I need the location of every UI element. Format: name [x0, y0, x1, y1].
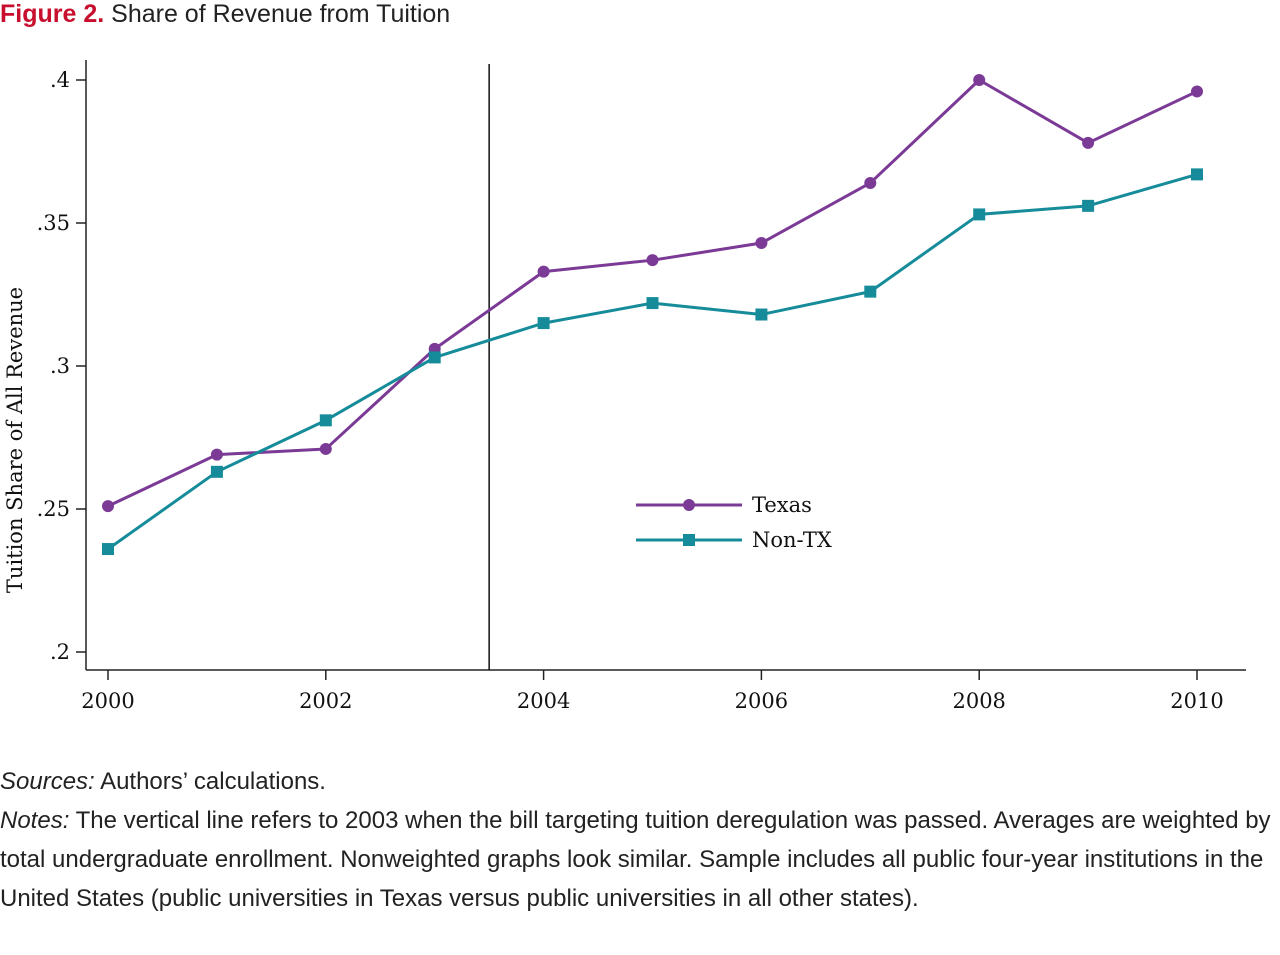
notes-paragraph: Notes: The vertical line refers to 2003 …	[0, 801, 1280, 918]
data-point	[319, 442, 332, 455]
data-point	[973, 74, 986, 86]
line-chart: .2 .25 .3 .35 .4 2000 2002 2004 2006 2008 2010 Tex…	[3, 60, 1246, 713]
x-tick-label: 2004	[517, 689, 570, 713]
notes-text: The vertical line refers to 2003 when th…	[0, 807, 1271, 912]
x-tick-label: 2010	[1170, 689, 1223, 713]
series-line	[107, 172, 1198, 551]
y-tick-label: .3	[50, 354, 70, 378]
y-axis-label: Tuition Share of All Revenue	[3, 287, 27, 593]
figure-title-text: Share of Revenue from Tuition	[111, 0, 451, 28]
data-point	[646, 297, 659, 310]
x-tick-label: 2000	[81, 689, 134, 713]
axes: .2 .25 .3 .35 .4 2000 2002 2004 2006 2008 2010	[37, 60, 1246, 713]
legend-label: Non-TX	[752, 528, 832, 552]
data-point	[428, 351, 441, 364]
x-tick-label: 2002	[299, 689, 352, 713]
series-texas	[102, 74, 1203, 513]
series-non-tx	[102, 168, 1203, 556]
legend-label: Texas	[752, 493, 812, 517]
y-tick-label: .2	[50, 640, 70, 664]
data-point	[102, 543, 114, 556]
data-point	[755, 308, 768, 321]
data-point	[537, 317, 550, 330]
legend-marker	[683, 534, 695, 546]
figure-notes: Sources: Authors’ calculations. Notes: T…	[0, 762, 1280, 918]
notes-label: Notes:	[0, 807, 70, 834]
data-point	[1191, 168, 1203, 181]
sources-line: Sources: Authors’ calculations.	[0, 762, 1280, 801]
y-tick-label: .25	[37, 497, 70, 521]
figure-title: Figure 2. Share of Revenue from Tuition	[0, 0, 450, 30]
y-tick-label: .4	[50, 68, 70, 92]
data-point	[864, 176, 877, 189]
series-group	[102, 74, 1203, 556]
data-point	[210, 465, 223, 478]
data-point	[973, 208, 986, 221]
sources-text: Authors’ calculations.	[94, 768, 326, 795]
data-point	[537, 265, 550, 278]
data-point	[646, 254, 659, 267]
data-point	[1082, 136, 1095, 149]
data-point	[102, 500, 114, 513]
x-tick-label: 2008	[952, 689, 1005, 713]
series-line	[107, 78, 1198, 508]
x-tick-label: 2006	[735, 689, 788, 713]
data-point	[319, 414, 332, 427]
data-point	[1082, 199, 1095, 212]
data-point	[1191, 85, 1203, 98]
legend-marker	[683, 499, 695, 511]
y-tick-label: .35	[37, 211, 70, 235]
figure-label: Figure 2.	[0, 0, 105, 28]
data-point	[864, 285, 877, 298]
legend: Texas Non-TX	[636, 493, 832, 552]
data-point	[210, 448, 223, 461]
sources-label: Sources:	[0, 768, 95, 795]
data-point	[755, 237, 768, 250]
